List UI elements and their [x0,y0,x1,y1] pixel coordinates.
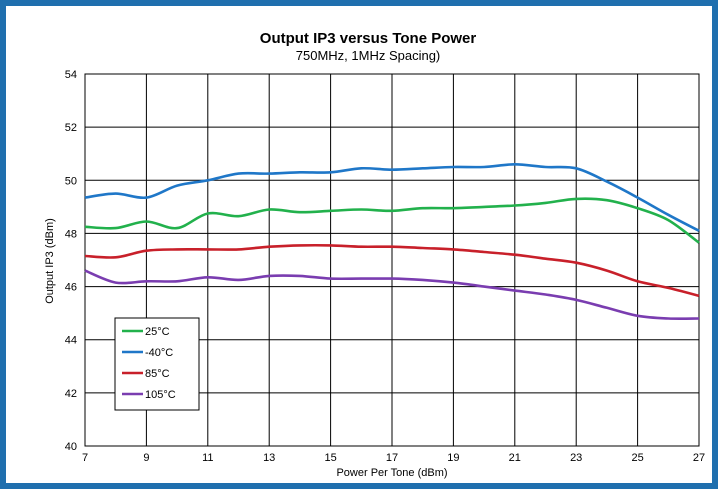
x-tick-label: 11 [202,452,213,464]
chart-subtitle: 750MHz, 1MHz Spacing) [296,48,441,63]
series-line-2 [84,243,700,298]
y-tick-label: 46 [65,282,77,294]
legend-label: 25°C [145,326,170,338]
tick-layer: 40 42 44 46 48 50 52 54 7 9 11 13 15 17 19 21 23 25 27 [65,69,705,464]
legend-label: 105°C [145,389,176,401]
legend: 25°C -40°C 85°C 105°C [114,317,200,411]
x-tick-label: 17 [386,452,398,464]
x-tick-label: 9 [143,452,149,464]
y-tick-label: 44 [65,335,77,347]
x-tick-label: 15 [324,452,336,464]
x-tick-label: 21 [509,452,521,464]
x-tick-label: 13 [263,452,275,464]
y-tick-label: 52 [65,122,77,134]
legend-label: -40°C [145,347,173,359]
series-line-3 [84,269,700,320]
series-layer [84,163,700,320]
x-tick-label: 27 [693,452,705,464]
chart-svg: Output IP3 versus Tone Power 750MHz, 1MH… [44,30,705,479]
y-tick-label: 40 [65,441,77,453]
x-axis-label: Power Per Tone (dBm) [336,467,447,479]
y-tick-label: 42 [65,388,77,400]
series-line-1 [84,163,700,232]
x-tick-label: 23 [570,452,582,464]
series-line-0 [84,197,700,244]
legend-label: 85°C [145,368,170,380]
y-tick-label: 54 [65,69,77,81]
chart-title: Output IP3 versus Tone Power [260,30,477,47]
x-tick-label: 25 [631,452,643,464]
x-tick-label: 7 [82,452,88,464]
x-tick-label: 19 [447,452,459,464]
y-axis-label: Output IP3 (dBm) [44,218,56,304]
y-tick-label: 48 [65,228,77,240]
y-tick-label: 50 [65,175,77,187]
